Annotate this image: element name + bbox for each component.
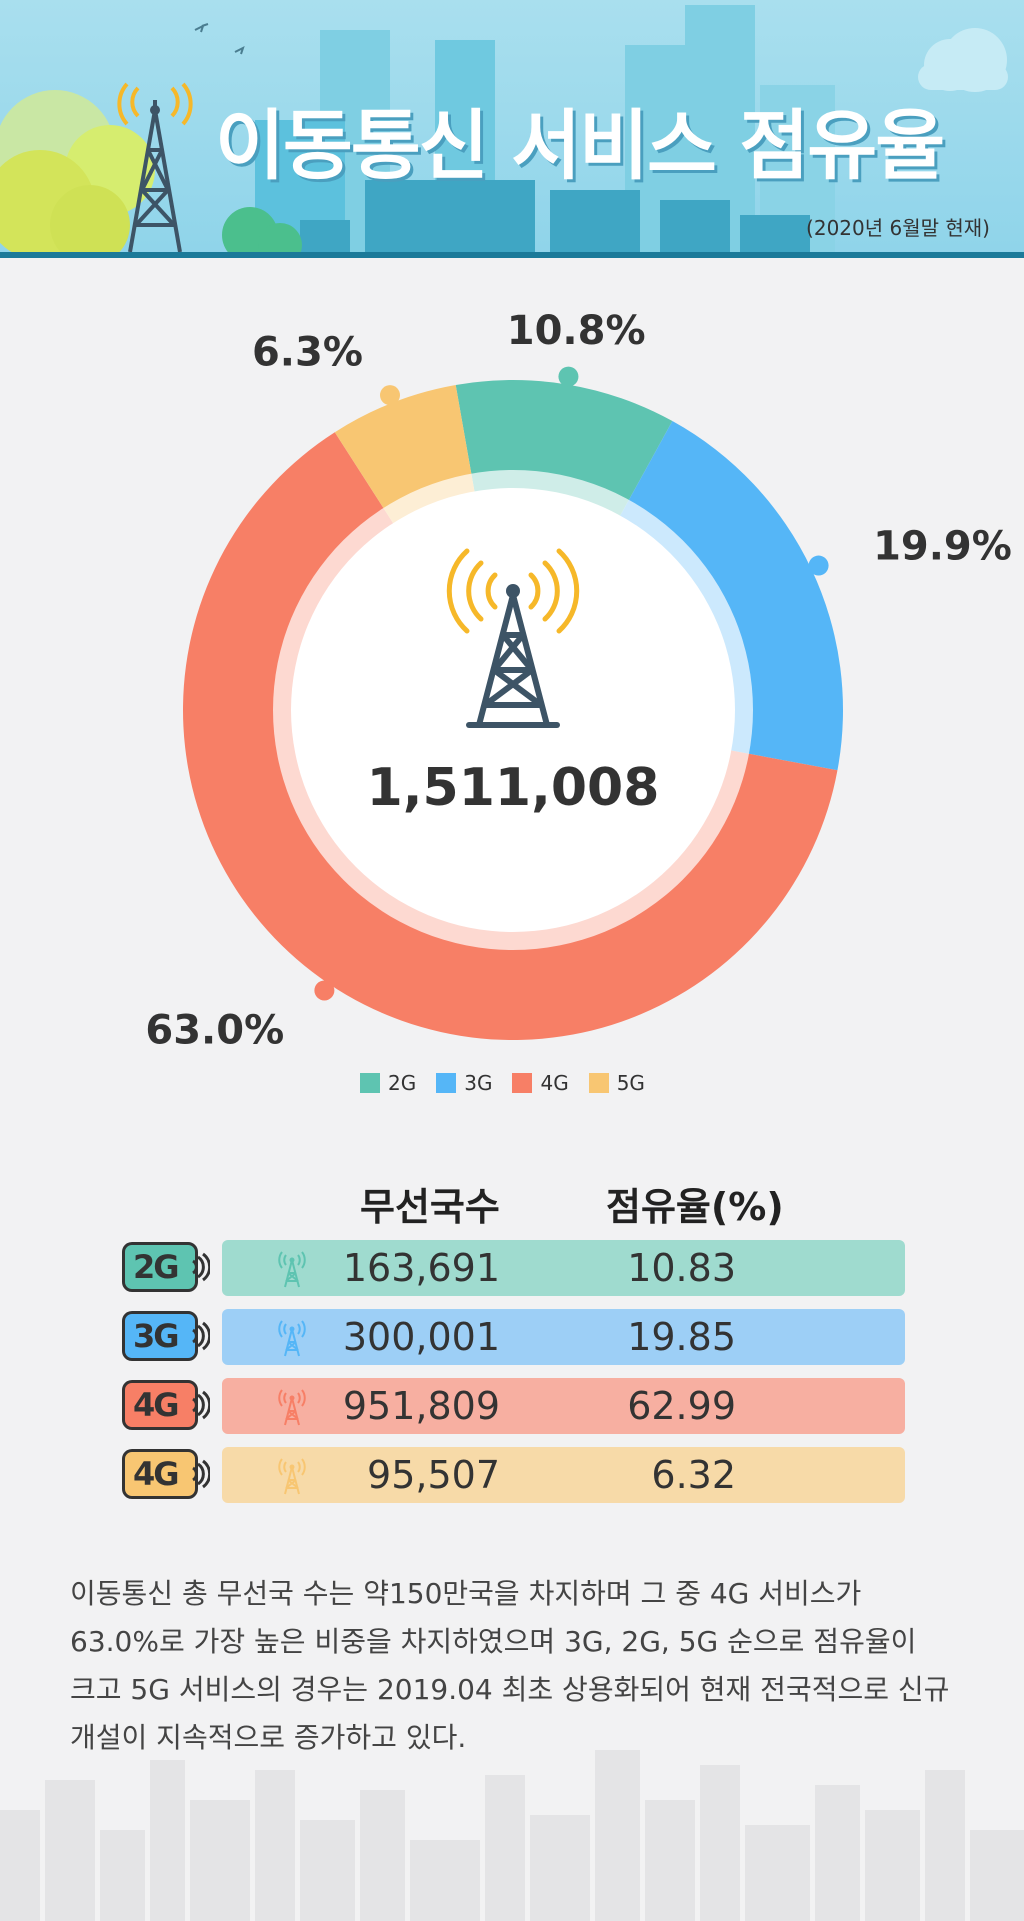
share-percent: 19.85 (627, 1315, 736, 1359)
table-row: 2G 163,691 10.83 (0, 1240, 1024, 1296)
table-row: 4G 951,809 62.99 (0, 1378, 1024, 1434)
legend-label: 4G (540, 1071, 569, 1095)
header-divider (0, 252, 1024, 258)
station-count: 951,809 (342, 1384, 500, 1428)
skyline-decoration (0, 1750, 1024, 1921)
station-count: 300,001 (342, 1315, 500, 1359)
share-percent: 62.99 (627, 1384, 736, 1428)
slice-pointer (314, 980, 335, 1001)
legend-swatch (588, 1073, 609, 1093)
legend-swatch (360, 1073, 380, 1093)
center-disc (291, 488, 735, 932)
slice-pointer (808, 555, 829, 576)
generation-badge: 4G (122, 1449, 198, 1499)
row-bar (222, 1378, 905, 1434)
legend-label: 3G (464, 1071, 493, 1095)
header-station-count: 무선국수 (360, 1185, 500, 1229)
signal-waves-icon (190, 1252, 212, 1286)
signal-waves-icon (190, 1390, 212, 1424)
table-row: 3G 300,001 19.85 (0, 1309, 1024, 1365)
chart-legend: 2G 3G 4G 5G (360, 1071, 645, 1095)
page-title: 이동통신 서비스 점유율 (215, 101, 945, 190)
legend-item-3g: 3G (436, 1071, 492, 1095)
donut-chart: 10.8% 19.9% 63.0% 6.3% 1,511,008 (145, 308, 1012, 1053)
header-banner: 이동통신 서비스 점유율 (2020년 6월말 현재) (0, 0, 1024, 258)
legend-item-4g: 4G (512, 1071, 569, 1095)
row-bar (222, 1240, 905, 1296)
tower-icon (277, 1387, 307, 1431)
legend-swatch (512, 1073, 533, 1093)
total-value: 1,511,008 (367, 758, 660, 818)
generation-badge: 2G (122, 1242, 198, 1292)
legend-swatch (436, 1073, 457, 1093)
slice-label-5g: 6.3% (252, 329, 363, 375)
share-percent: 10.83 (627, 1246, 736, 1290)
slice-pointer (380, 385, 401, 406)
tower-icon (277, 1456, 307, 1500)
share-percent: 6.32 (651, 1453, 736, 1497)
slice-label-2g: 10.8% (507, 308, 646, 354)
tower-icon-header (128, 100, 182, 253)
slice-pointer (558, 366, 579, 387)
station-count: 163,691 (342, 1246, 500, 1290)
date-note: (2020년 6월말 현재) (806, 216, 990, 240)
table-header: 무선국수 점유율(%) (0, 1176, 1024, 1229)
slice-label-3g: 19.9% (873, 523, 1012, 569)
table-row: 4G 95,507 6.32 (0, 1447, 1024, 1503)
city-illustration (0, 5, 1008, 258)
slice-label-4g: 63.0% (145, 1007, 284, 1053)
row-bar (222, 1447, 905, 1503)
tower-icon-center (446, 548, 580, 728)
legend-label: 2G (388, 1071, 417, 1095)
description-text: 이동통신 총 무선국 수는 약150만국을 차지하며 그 중 4G 서비스가 6… (70, 1577, 950, 1754)
tower-icon (277, 1318, 307, 1362)
legend-item-2g: 2G (360, 1071, 416, 1095)
generation-badge: 3G (122, 1311, 198, 1361)
signal-waves-icon (190, 1459, 212, 1493)
header-share: 점유율(%) (606, 1185, 784, 1229)
generation-badge: 4G (122, 1380, 198, 1430)
row-bar (222, 1309, 905, 1365)
signal-waves-icon (190, 1321, 212, 1355)
station-count: 95,507 (367, 1453, 500, 1497)
tower-icon (277, 1249, 307, 1293)
legend-item-5g: 5G (588, 1071, 645, 1095)
legend-label: 5G (616, 1071, 645, 1095)
